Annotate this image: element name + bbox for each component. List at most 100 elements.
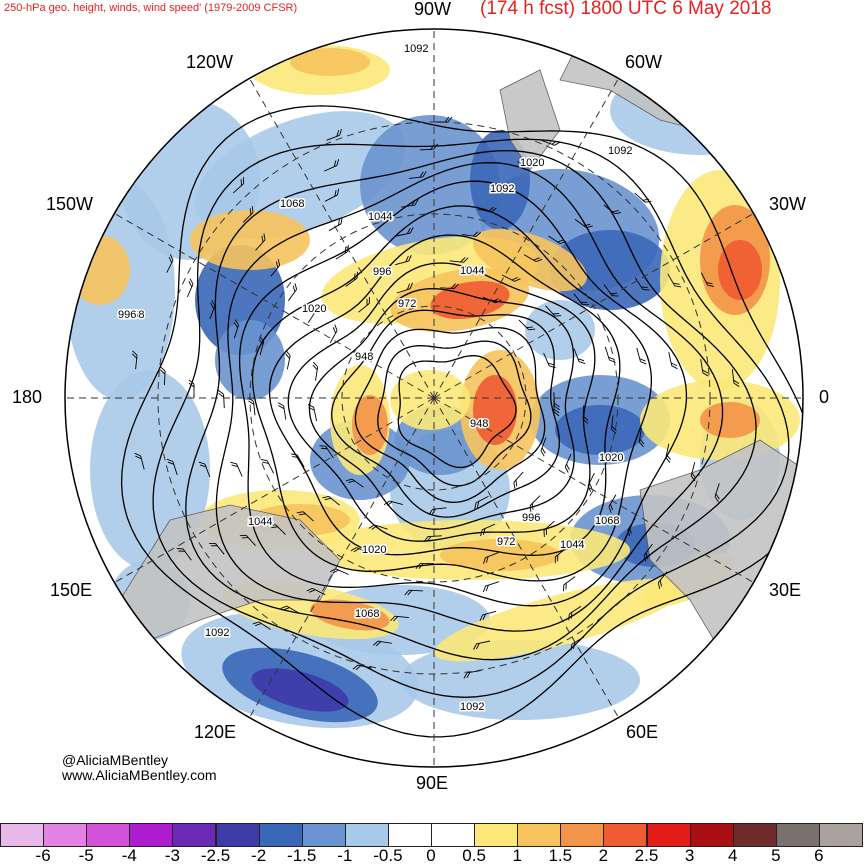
wind-barb bbox=[545, 305, 562, 317]
credit-handle: @AliciaMBentley bbox=[62, 752, 169, 768]
colorbar-swatch bbox=[344, 823, 389, 847]
contour-label: 1020 bbox=[520, 157, 544, 169]
latitude-circle bbox=[341, 305, 527, 491]
contour-label: 1068 bbox=[595, 515, 619, 527]
wind-barb bbox=[634, 277, 650, 291]
contour-label: 1068 bbox=[280, 198, 304, 210]
contour-label: 1068 bbox=[120, 309, 144, 321]
wind-barb bbox=[233, 319, 240, 339]
shading-blob bbox=[310, 599, 390, 631]
wind-barb bbox=[714, 483, 720, 503]
wind-barb bbox=[462, 231, 482, 238]
wind-barb bbox=[270, 259, 281, 277]
wind-barb bbox=[288, 283, 298, 301]
wind-barb bbox=[350, 547, 370, 554]
wind-barb bbox=[543, 520, 555, 537]
wind-barb bbox=[269, 524, 286, 535]
label-60w: 60W bbox=[625, 52, 663, 72]
height-contour bbox=[354, 326, 546, 503]
colorbar-label: -6 bbox=[35, 846, 51, 865]
wind-barb bbox=[188, 379, 195, 398]
wind-barb bbox=[159, 366, 166, 386]
contour-label: 972 bbox=[497, 536, 515, 548]
wind-barb bbox=[209, 300, 216, 320]
shading-blob bbox=[290, 48, 370, 76]
wind-barb bbox=[440, 283, 459, 289]
colorbar-swatch bbox=[775, 823, 820, 847]
wind-barb bbox=[690, 462, 697, 482]
meridian-line bbox=[113, 397, 435, 584]
shading-blob bbox=[555, 405, 645, 455]
colorbar-label: 1.5 bbox=[548, 846, 573, 865]
wind-barb bbox=[218, 390, 225, 409]
wind-barb bbox=[255, 233, 266, 251]
colorbar-swatch bbox=[431, 823, 476, 847]
wind-barb bbox=[518, 319, 536, 331]
colorbar-label: -3 bbox=[164, 846, 180, 865]
colorbar-swatch bbox=[172, 823, 217, 847]
colorbar-label: 4 bbox=[727, 846, 738, 865]
colorbar-swatch bbox=[86, 823, 131, 847]
contour-label: 1044 bbox=[460, 265, 484, 277]
wind-barb bbox=[368, 524, 388, 530]
height-contour bbox=[397, 355, 517, 469]
wind-barb bbox=[395, 255, 412, 266]
shading-blob bbox=[472, 228, 588, 292]
colorbar-label: 1 bbox=[512, 846, 522, 865]
wind-barb bbox=[396, 227, 414, 237]
colorbar-swatch bbox=[603, 823, 648, 847]
shading-blob bbox=[470, 130, 530, 230]
contour-labels: 1092 1068 1044 1020 996 972 948 1092 1068 1044 102… bbox=[117, 42, 634, 715]
shading-blob bbox=[440, 539, 560, 571]
label-30w: 30W bbox=[769, 194, 807, 214]
shading-blob bbox=[190, 210, 310, 270]
height-contour bbox=[185, 149, 757, 661]
colorbar-label: -0.5 bbox=[373, 846, 403, 865]
wind-barb bbox=[326, 129, 342, 141]
colorbar-swatch bbox=[732, 823, 777, 847]
height-contour bbox=[287, 262, 596, 542]
meridian-line bbox=[433, 397, 620, 719]
colorbar-label: -2 bbox=[251, 846, 267, 865]
wind-barb bbox=[186, 278, 194, 298]
wind-barb bbox=[345, 478, 364, 488]
height-contour bbox=[377, 340, 532, 487]
wind-barb bbox=[553, 392, 560, 411]
shading-blob bbox=[473, 375, 517, 445]
label-90w: 90W bbox=[414, 0, 452, 19]
wind-barb bbox=[482, 296, 502, 304]
contour-label: 1044 bbox=[368, 211, 392, 223]
wind-barb bbox=[668, 352, 678, 370]
wind-barb bbox=[548, 235, 567, 245]
colorbar-label: 3 bbox=[684, 846, 695, 865]
label-90e: 90E bbox=[416, 773, 449, 793]
wind-barb bbox=[540, 437, 547, 457]
wind-barb bbox=[582, 405, 589, 424]
wind-barb bbox=[543, 352, 556, 368]
wind-barb bbox=[239, 534, 256, 547]
wind-barb bbox=[603, 204, 622, 215]
wind-barb bbox=[667, 273, 682, 288]
title-left: 250-hPa geo. height, winds, wind speed' … bbox=[4, 2, 298, 14]
colorbar-label: 2.5 bbox=[634, 846, 659, 865]
wind-barb bbox=[277, 402, 287, 420]
wind-barb bbox=[423, 535, 442, 542]
colorbar-label: -1.5 bbox=[287, 846, 317, 865]
colorbar-swatch bbox=[387, 823, 432, 847]
wind-barb bbox=[232, 177, 245, 194]
contour-label: 1092 bbox=[460, 701, 484, 713]
contour-label: 1092 bbox=[205, 627, 229, 639]
height-contour bbox=[152, 138, 790, 698]
wind-barb bbox=[285, 350, 291, 370]
shading-blob bbox=[215, 320, 285, 400]
colorbar-label: 2 bbox=[598, 846, 609, 865]
wind-barb bbox=[513, 471, 524, 489]
label-120e: 120E bbox=[194, 722, 237, 742]
contour-label: 1044 bbox=[560, 539, 584, 551]
height-contour bbox=[268, 234, 621, 556]
colorbar-swatch bbox=[474, 823, 519, 847]
contour-label: 1092 bbox=[404, 43, 428, 55]
contour-label: 1092 bbox=[490, 183, 514, 195]
wind-barb bbox=[700, 272, 715, 287]
colorbar-label: -4 bbox=[121, 846, 137, 865]
